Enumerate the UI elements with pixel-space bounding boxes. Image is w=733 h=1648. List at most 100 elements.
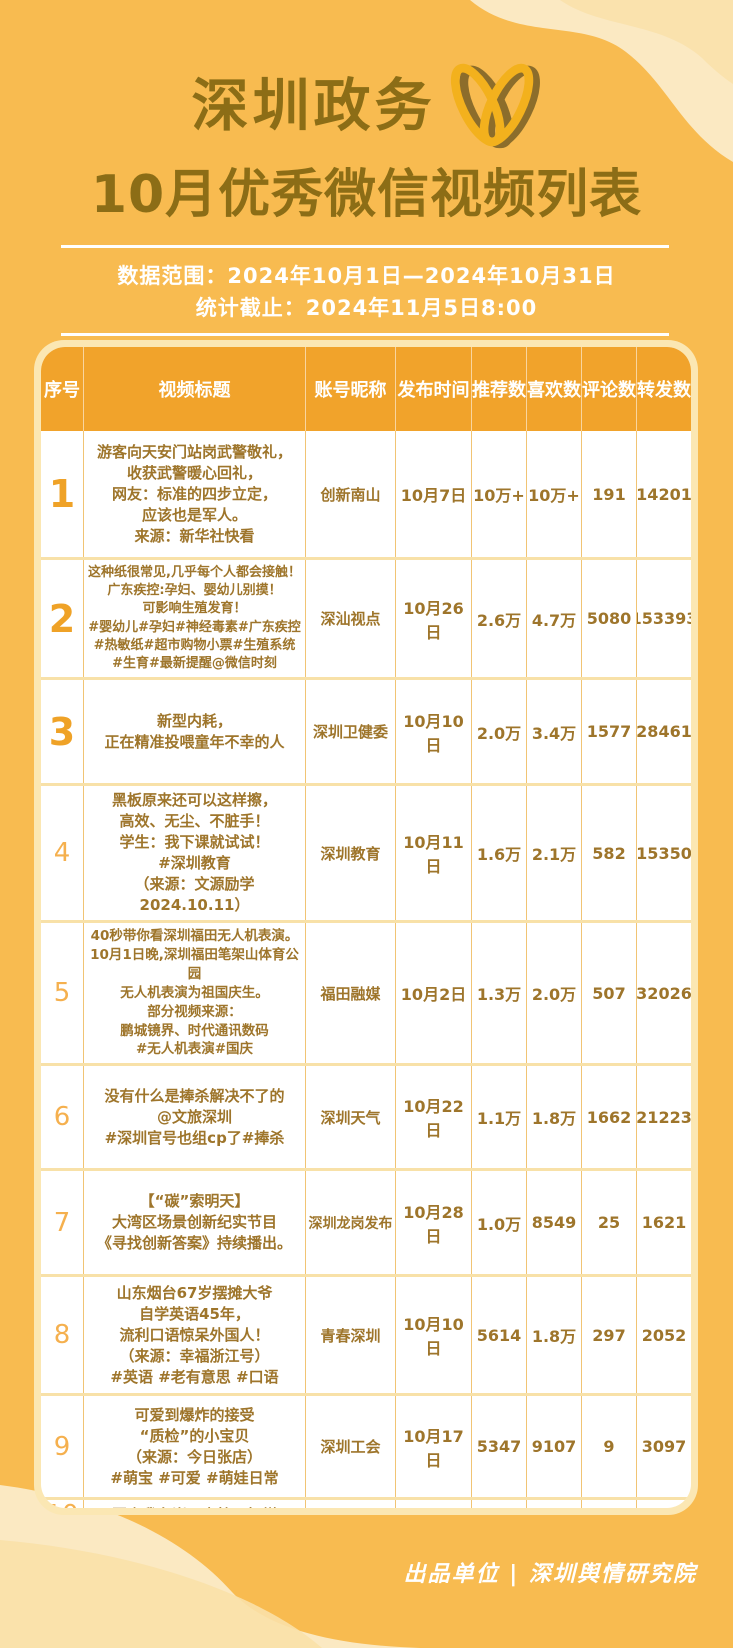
rank-number: 7	[53, 1207, 71, 1238]
share-count: 15350	[636, 786, 691, 921]
rank-number: 5	[53, 978, 71, 1009]
recommend-count: 5614	[471, 1277, 526, 1394]
share-count: 1621	[636, 1171, 691, 1275]
account-name: 深圳龙岗发布	[305, 1171, 395, 1275]
rank-number: 10	[41, 1500, 83, 1508]
table-row: 5 40秒带你看深圳福田无人机表演。 10月1日晚,深圳福田笔架山体育公园 无人…	[41, 920, 691, 1064]
share-count: 28461	[636, 680, 691, 784]
col-header-shares: 转发数	[636, 347, 691, 431]
table-row: 8 山东烟台67岁摆摊大爷 自学英语45年， 流利口语惊呆外国人！ （来源：幸福…	[41, 1274, 691, 1394]
publish-date: 10月17日	[395, 1396, 471, 1498]
table-header-row: 序号 视频标题 账号昵称 发布时间 推荐数 喜欢数 评论数 转发数	[41, 347, 691, 431]
table-row: 1 游客向天安门站岗武警敬礼， 收获武警暖心回礼， 网友：标准的四步立定， 应该…	[41, 431, 691, 557]
account-name: 深汕视点	[305, 560, 395, 678]
recommend-count: 2.0万	[471, 680, 526, 784]
account-name: 深圳卫健委	[305, 680, 395, 784]
table-row: 2 这种纸很常见,几乎每个人都会接触！ 广东疾控:孕妇、婴幼儿别摸！ 可影响生殖…	[41, 557, 691, 678]
comment-count: 1662	[581, 1066, 636, 1169]
publish-date: 10月28日	[395, 1171, 471, 1275]
video-table: 序号 视频标题 账号昵称 发布时间 推荐数 喜欢数 评论数 转发数 1 游客向天…	[41, 347, 691, 1508]
recommend-count: 1.6万	[471, 786, 526, 921]
like-count: 4.7万	[526, 560, 581, 678]
share-count: 2052	[636, 1277, 691, 1394]
like-count: 9107	[526, 1396, 581, 1498]
comment-count: 1577	[581, 680, 636, 784]
publish-date: 10月26日	[395, 560, 471, 678]
table-row: 6 没有什么是捧杀解决不了的 @文旅深圳 #深圳官号也组cp了#捧杀 深圳天气 …	[41, 1063, 691, 1169]
rank-number: 9	[53, 1431, 71, 1462]
table-row: 7 【“碳”索明天】 大湾区场景创新纪实节目 《寻找创新答案》持续播出。 深圳龙…	[41, 1168, 691, 1275]
share-count: 1424	[636, 1500, 691, 1508]
wave-top-right-inner	[560, 0, 733, 84]
video-title: 山东烟台67岁摆摊大爷 自学英语45年， 流利口语惊呆外国人！ （来源：幸福浙江…	[110, 1283, 279, 1386]
share-count: 3097	[636, 1396, 691, 1498]
col-header-title: 视频标题	[83, 347, 305, 431]
publish-date: 10月11日	[395, 786, 471, 921]
video-title: 国庆我在岗，守护不打烊	[84, 1501, 305, 1508]
stats-cutoff-text: 统计截止：2024年11月5日8:00	[195, 296, 538, 320]
comment-count: 507	[581, 923, 636, 1064]
col-header-index: 序号	[44, 380, 80, 401]
rank-number: 2	[48, 596, 76, 641]
divider-bottom	[61, 333, 669, 336]
rank-number: 3	[48, 709, 76, 754]
account-name: 深圳公安	[305, 1500, 395, 1508]
account-name: 深圳工会	[305, 1396, 395, 1498]
data-range-text: 数据范围：2024年10月1日—2024年10月31日	[117, 264, 616, 288]
header: 深圳政务 10月优秀微信视频列表	[0, 58, 733, 223]
share-count: 32026	[636, 923, 691, 1064]
table-row: 4 黑板原来还可以这样擦， 高效、无尘、不脏手！ 学生：我下课就试试！ #深圳教…	[41, 783, 691, 921]
video-title: 可爱到爆炸的接受 “质检”的小宝贝 （来源：今日张店） #萌宝 #可爱 #萌娃日…	[110, 1405, 279, 1487]
page-title-line2: 10月优秀微信视频列表	[90, 165, 643, 225]
account-name: 深圳天气	[305, 1066, 395, 1169]
video-title: 40秒带你看深圳福田无人机表演。 10月1日晚,深圳福田笔架山体育公园 无人机表…	[90, 928, 299, 1058]
table-row: 9 可爱到爆炸的接受 “质检”的小宝贝 （来源：今日张店） #萌宝 #可爱 #萌…	[41, 1393, 691, 1498]
wave-bottom-left-inner	[0, 1540, 520, 1648]
rank-number: 6	[53, 1102, 71, 1133]
col-header-date: 发布时间	[395, 347, 471, 431]
video-title: 【“碳”索明天】 大湾区场景创新纪实节目 《寻找创新答案》持续播出。	[96, 1192, 292, 1253]
video-title: 游客向天安门站岗武警敬礼， 收获武警暖心回礼， 网友：标准的四步立定， 应该也是…	[96, 442, 292, 545]
video-title: 新型内耗， 正在精准投喂童年不幸的人	[104, 711, 285, 751]
video-table-frame: 序号 视频标题 账号昵称 发布时间 推荐数 喜欢数 评论数 转发数 1 游客向天…	[34, 340, 698, 1515]
recommend-count: 5347	[471, 1396, 526, 1498]
share-count: 14201	[636, 431, 691, 557]
publish-date: 10月7日	[395, 431, 471, 557]
title-row: 深圳政务	[0, 58, 733, 156]
comment-count: 46	[581, 1500, 636, 1508]
recommend-count: 1881	[471, 1500, 526, 1508]
rank-number: 4	[53, 838, 71, 869]
like-count: 8549	[526, 1171, 581, 1275]
comment-count: 297	[581, 1277, 636, 1394]
like-count: 2.1万	[526, 786, 581, 921]
like-count: 5395	[526, 1500, 581, 1508]
divider-top	[61, 245, 669, 248]
page-title-line1: 深圳政务	[191, 73, 436, 140]
wechat-channels-icon	[450, 63, 540, 149]
video-title: 没有什么是捧杀解决不了的 @文旅深圳 #深圳官号也组cp了#捧杀	[104, 1086, 285, 1147]
col-header-likes: 喜欢数	[526, 347, 581, 431]
comment-count: 5080	[581, 560, 636, 678]
producer-credit: 出品单位 | 深圳舆情研究院	[403, 1562, 697, 1587]
col-header-account: 账号昵称	[305, 347, 395, 431]
like-count: 1.8万	[526, 1277, 581, 1394]
comment-count: 582	[581, 786, 636, 921]
comment-count: 191	[581, 431, 636, 557]
rank-number: 8	[53, 1320, 71, 1351]
comment-count: 25	[581, 1171, 636, 1275]
publish-date: 10月10日	[395, 680, 471, 784]
account-name: 深圳教育	[305, 786, 395, 921]
recommend-count: 1.1万	[471, 1066, 526, 1169]
recommend-count: 2.6万	[471, 560, 526, 678]
account-name: 创新南山	[305, 431, 395, 557]
video-title: 这种纸很常见,几乎每个人都会接触！ 广东疾控:孕妇、婴幼儿别摸！ 可影响生殖发育…	[88, 565, 301, 671]
share-count: 153393	[636, 560, 691, 678]
like-count: 1.8万	[526, 1066, 581, 1169]
share-count: 21223	[636, 1066, 691, 1169]
publish-date: 10月2日	[395, 923, 471, 1064]
col-header-recommends: 推荐数	[471, 347, 526, 431]
video-title: 黑板原来还可以这样擦， 高效、无尘、不脏手！ 学生：我下课就试试！ #深圳教育 …	[111, 791, 277, 915]
publish-date: 10月22日	[395, 1066, 471, 1169]
like-count: 3.4万	[526, 680, 581, 784]
rank-number: 1	[48, 472, 76, 516]
